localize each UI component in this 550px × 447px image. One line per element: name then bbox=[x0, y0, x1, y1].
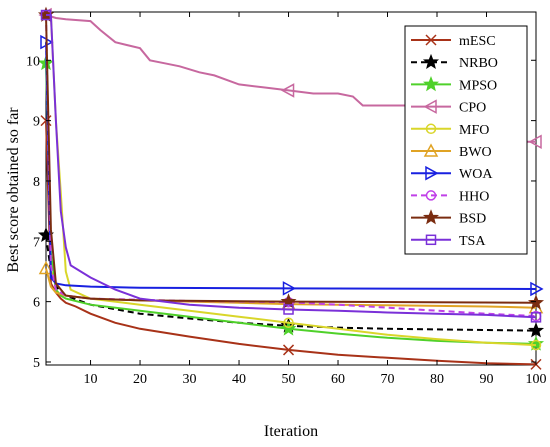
legend-marker bbox=[423, 99, 437, 114]
y-tick-label: 5 bbox=[33, 356, 40, 371]
data-point-mesc bbox=[282, 344, 295, 356]
series-line-mpso bbox=[45, 63, 537, 345]
y-tick-label: 8 bbox=[33, 175, 40, 190]
legend-marker bbox=[425, 165, 439, 181]
x-tick-label: 20 bbox=[133, 372, 147, 387]
legend-entry-tsa: TSA bbox=[411, 234, 486, 249]
legend-label: NRBO bbox=[459, 56, 498, 71]
legend-marker bbox=[422, 209, 440, 225]
y-tick-label: 9 bbox=[33, 115, 40, 130]
x-axis-ticks: 10 20 30 40 50 60 70 80 90 100 bbox=[84, 12, 547, 387]
x-tick-label: 60 bbox=[331, 372, 345, 387]
legend-marker bbox=[422, 76, 440, 92]
y-tick-label: 6 bbox=[33, 296, 40, 311]
legend-marker bbox=[425, 190, 437, 201]
legend-entry-nrbo: NRBO bbox=[411, 53, 498, 71]
y-axis-label: Best score obtained so far bbox=[5, 107, 22, 273]
data-point-tsa bbox=[283, 304, 294, 315]
legend-entry-cpo: CPO bbox=[411, 99, 486, 116]
data-point-mpso bbox=[280, 320, 297, 336]
legend-marker bbox=[425, 34, 437, 46]
legend-label: mESC bbox=[459, 34, 496, 49]
data-point-cpo bbox=[280, 83, 295, 98]
series-woa bbox=[40, 34, 544, 297]
data-point-cpo bbox=[528, 134, 542, 149]
legend-label: MFO bbox=[459, 123, 489, 138]
x-axis-label: Iteration bbox=[264, 423, 318, 440]
legend-label: BSD bbox=[459, 212, 486, 227]
data-point-bsd bbox=[527, 294, 545, 310]
legend-marker bbox=[423, 143, 439, 157]
x-tick-label: 50 bbox=[282, 372, 296, 387]
x-tick-label: 40 bbox=[232, 372, 246, 387]
series-line-woa bbox=[45, 42, 537, 290]
legend-label: WOA bbox=[459, 167, 493, 182]
legend-entry-mfo: MFO bbox=[411, 123, 489, 138]
legend-label: HHO bbox=[459, 189, 489, 204]
legend-label: MPSO bbox=[459, 78, 497, 93]
legend-entry-bwo: BWO bbox=[411, 143, 492, 160]
x-tick-label: 10 bbox=[84, 372, 98, 387]
data-point-bwo bbox=[38, 260, 54, 275]
x-tick-label: 30 bbox=[183, 372, 197, 387]
legend-entry-hho: HHO bbox=[411, 189, 489, 204]
series-line-nrbo bbox=[45, 235, 537, 332]
legend-label: BWO bbox=[459, 145, 492, 160]
data-point-woa bbox=[530, 281, 544, 297]
data-point-mfo bbox=[283, 317, 294, 329]
data-point-tsa bbox=[530, 312, 542, 323]
data-point-tsa bbox=[40, 9, 52, 21]
x-tick-label: 100 bbox=[526, 372, 547, 387]
data-point-mfo bbox=[530, 339, 542, 351]
legend-label: TSA bbox=[459, 234, 486, 249]
data-point-mpso bbox=[527, 335, 545, 351]
data-point-nrbo bbox=[527, 322, 545, 338]
x-tick-label: 80 bbox=[430, 372, 444, 387]
legend-marker bbox=[425, 123, 437, 135]
y-axis-ticks: 5 6 7 8 9 10 bbox=[26, 54, 536, 371]
series-line-mesc bbox=[45, 120, 537, 366]
legend-marker bbox=[422, 53, 440, 70]
legend-label: CPO bbox=[459, 101, 486, 116]
legend-entry-mesc: mESC bbox=[411, 34, 496, 49]
legend-entry-mpso: MPSO bbox=[411, 76, 497, 93]
series-tsa bbox=[40, 9, 542, 323]
legend-marker bbox=[425, 234, 437, 246]
series-mpso bbox=[37, 54, 545, 351]
x-tick-label: 70 bbox=[381, 372, 395, 387]
legend-entry-woa: WOA bbox=[411, 165, 493, 182]
x-tick-label: 90 bbox=[480, 372, 494, 387]
y-tick-label: 7 bbox=[33, 235, 40, 250]
legend: mESC NRBO MPSO CPO MFO BWO WOA HHO BSD TSA bbox=[404, 25, 528, 255]
series-line-bsd bbox=[45, 14, 537, 304]
y-tick-label: 10 bbox=[26, 54, 40, 69]
legend-entry-bsd: BSD bbox=[411, 209, 486, 227]
series-line-tsa bbox=[46, 14, 537, 319]
data-point-woa bbox=[282, 281, 297, 296]
